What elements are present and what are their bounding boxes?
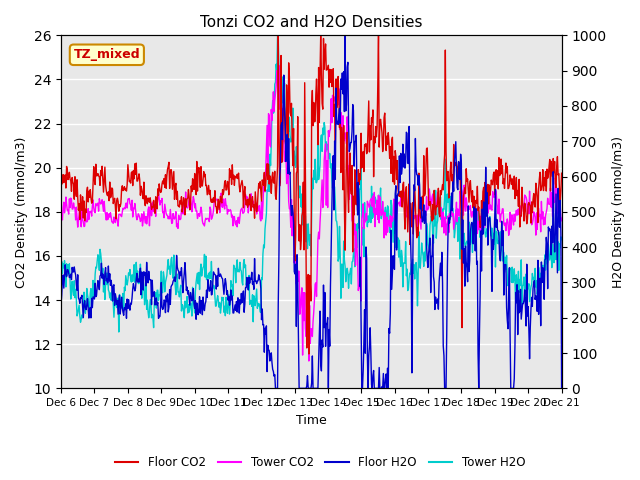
X-axis label: Time: Time: [296, 414, 326, 427]
Text: TZ_mixed: TZ_mixed: [74, 48, 140, 61]
Y-axis label: H2O Density (mmol/m3): H2O Density (mmol/m3): [612, 136, 625, 288]
Title: Tonzi CO2 and H2O Densities: Tonzi CO2 and H2O Densities: [200, 15, 422, 30]
Y-axis label: CO2 Density (mmol/m3): CO2 Density (mmol/m3): [15, 136, 28, 288]
Legend: Floor CO2, Tower CO2, Floor H2O, Tower H2O: Floor CO2, Tower CO2, Floor H2O, Tower H…: [110, 452, 530, 474]
